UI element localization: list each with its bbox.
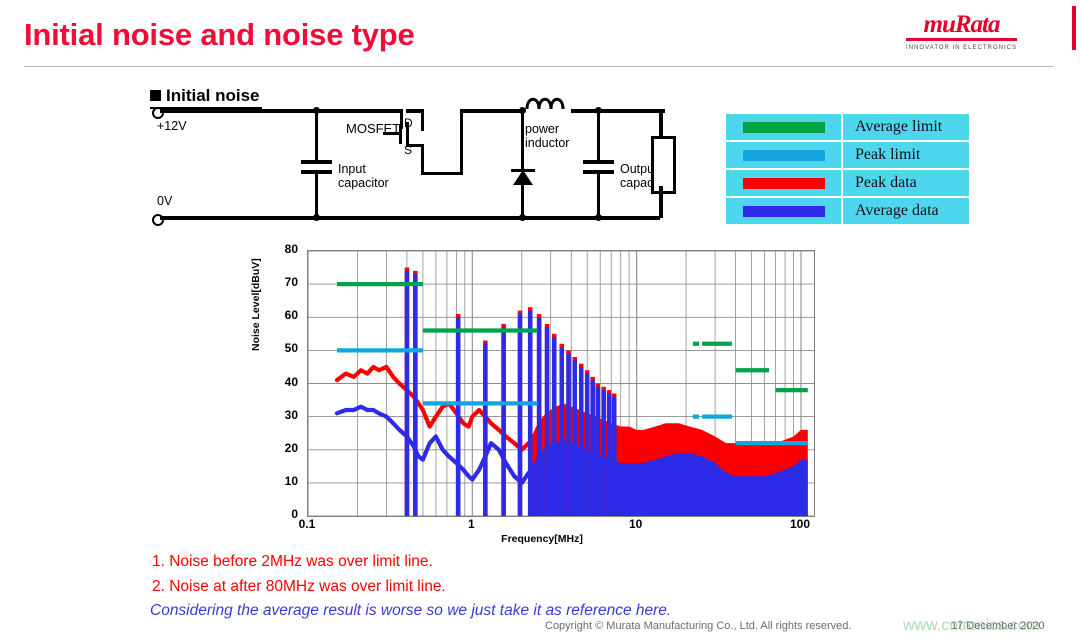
chart-legend: Average limit Peak limit Peak data Avera…	[726, 114, 969, 226]
output-capacitor-plate-bottom	[583, 170, 614, 174]
legend-row-average-limit: Average limit	[726, 114, 969, 140]
chart-x-axis-label: Frequency[MHz]	[501, 533, 583, 545]
label-input-capacitor: Input capacitor	[338, 162, 389, 191]
wire-inductor-out	[571, 109, 665, 113]
legend-row-peak-data: Peak data	[726, 170, 969, 196]
section-heading-label: Initial noise	[166, 86, 260, 105]
murata-logo: muRata INNOVATOR IN ELECTRONICS	[906, 12, 1017, 51]
wire-input-cap-upper	[315, 111, 318, 161]
power-inductor-coil	[525, 92, 575, 112]
chart-canvas	[307, 250, 814, 517]
chart-plot-area	[307, 250, 815, 517]
node-input-top	[313, 107, 320, 114]
logo-wordmark: muRata	[906, 12, 1017, 41]
legend-label-average-data: Average data	[855, 202, 939, 219]
chart-y-axis-label: Noise Level[dBuV]	[250, 258, 262, 351]
chart-x-tick-1: 1	[467, 517, 475, 531]
wire-bottom-rail	[160, 216, 660, 220]
legend-swatch-average-data	[742, 205, 825, 217]
legend-row-peak-limit: Peak limit	[726, 142, 969, 168]
input-capacitor-plate-bottom	[301, 170, 332, 174]
chart-y-tick-20: 20	[284, 440, 298, 455]
page-title: Initial noise and noise type	[24, 17, 415, 52]
diode-triangle	[513, 170, 533, 185]
legend-row-average-data: Average data	[726, 198, 969, 224]
chart-y-tick-30: 30	[284, 407, 298, 422]
legend-label-peak-limit: Peak limit	[855, 146, 921, 163]
node-diode-top	[519, 107, 526, 114]
wire-top-rail	[160, 109, 403, 113]
chart-y-tick-50: 50	[284, 341, 298, 356]
site-watermark: www.cntronics.com	[903, 617, 1040, 634]
diode-cathode-bar	[511, 169, 535, 172]
label-supply-voltage: +12V	[157, 119, 187, 133]
noise-chart: Noise Level[dBuV] Frequency[MHz] 0 10 20 30…	[250, 242, 832, 545]
copyright-text: Copyright © Murata Manufacturing Co., Lt…	[545, 620, 852, 632]
inductor-icon	[525, 97, 565, 110]
wire-diode-upper	[521, 111, 524, 171]
note-line-3: Considering the average result is worse …	[150, 602, 672, 619]
node-output-top	[595, 107, 602, 114]
load-resistor	[651, 136, 676, 194]
legend-swatch-peak-data	[742, 177, 825, 189]
label-power-inductor: power inductor	[525, 122, 570, 151]
mosfet-gate-plate	[399, 124, 402, 144]
wire-mosfet-drain-down	[421, 111, 424, 131]
bullet-square-icon	[150, 90, 161, 101]
chart-x-tick-0.1: 0.1	[298, 517, 316, 531]
wire-diode-lower	[521, 184, 524, 218]
legend-swatch-peak-limit	[742, 149, 825, 161]
wire-switch-to-inductor	[460, 109, 524, 113]
chart-y-tick-60: 60	[284, 308, 298, 323]
output-capacitor-plate-top	[583, 160, 614, 164]
circuit-diagram: Initial noise +12V 0V Input capacitor MOS…	[147, 86, 707, 236]
chart-x-tick-100: 100	[789, 517, 810, 531]
chart-y-tick-0: 0	[291, 507, 298, 521]
note-line-2: 2. Noise at after 80MHz was over limit l…	[152, 578, 446, 595]
legend-swatch-average-limit	[742, 121, 825, 133]
edge-accent-bar	[1072, 6, 1076, 50]
label-ground-voltage: 0V	[157, 194, 173, 208]
wire-output-cap-upper	[597, 111, 600, 161]
wire-output-cap-lower	[597, 174, 600, 218]
chart-y-tick-80: 80	[284, 242, 298, 256]
chart-y-tick-10: 10	[284, 473, 298, 488]
wire-mosfet-drain-top	[406, 109, 424, 113]
section-heading: Initial noise	[150, 86, 262, 109]
chart-y-tick-70: 70	[284, 275, 298, 290]
wire-input-cap-lower	[315, 174, 318, 218]
legend-label-peak-data: Peak data	[855, 174, 917, 191]
wire-mosfet-source-down	[421, 144, 424, 174]
label-mosfet-source: S	[404, 143, 413, 157]
legend-swatch-wrap	[726, 142, 843, 168]
legend-swatch-wrap	[726, 114, 843, 140]
legend-swatch-wrap	[726, 198, 843, 224]
header-divider	[24, 66, 1054, 67]
logo-tagline: INNOVATOR IN ELECTRONICS	[906, 44, 1017, 51]
wire-switch-node-h	[421, 172, 463, 175]
wire-load-bottom	[659, 186, 663, 218]
chart-x-tick-10: 10	[628, 517, 643, 531]
wire-load-right	[659, 109, 663, 137]
legend-label-average-limit: Average limit	[855, 118, 943, 135]
mosfet-gate-lead	[383, 132, 400, 135]
mosfet-channel	[406, 122, 409, 146]
footer-date: 17 December 2020	[951, 620, 1045, 632]
input-capacitor-plate-top	[301, 160, 332, 164]
wire-switch-node-up	[460, 111, 463, 175]
chart-y-tick-40: 40	[284, 374, 298, 389]
legend-swatch-wrap	[726, 170, 843, 196]
wire-mosfet-drain-stub	[400, 111, 403, 129]
note-line-1: 1. Noise before 2MHz was over limit line…	[152, 553, 433, 570]
wire-mosfet-source-out	[406, 144, 424, 147]
